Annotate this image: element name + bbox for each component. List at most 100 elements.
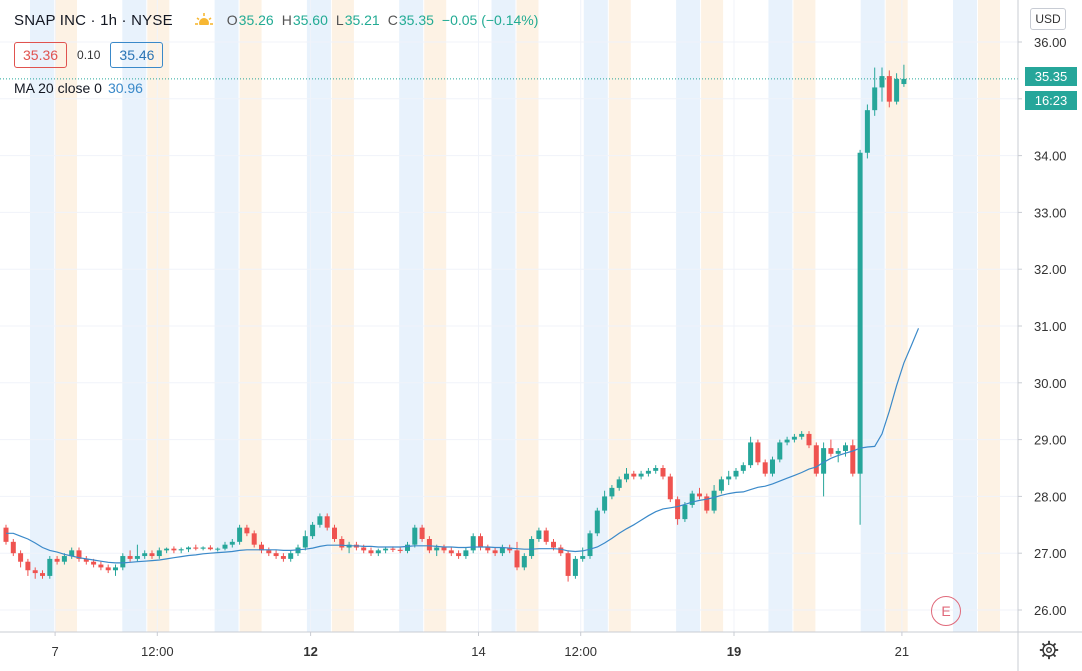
change-value: −0.05 (−0.14%) — [441, 12, 539, 28]
candle — [83, 556, 89, 565]
candle — [704, 493, 710, 514]
candle-body — [69, 550, 75, 557]
candle-body — [828, 448, 834, 454]
postmarket-band — [793, 0, 816, 632]
candle — [18, 550, 24, 568]
candle-body — [18, 553, 24, 562]
candle — [76, 547, 82, 562]
candle-body — [10, 541, 16, 554]
candle — [843, 442, 848, 457]
candle — [492, 547, 498, 557]
postmarket-band — [516, 0, 539, 632]
candle — [624, 468, 629, 483]
candle — [653, 465, 659, 474]
y-tick-label: 34.00 — [1034, 149, 1067, 164]
candle — [237, 524, 243, 545]
candle-body — [645, 470, 651, 474]
candle — [543, 527, 549, 545]
open-value: 35.26 — [238, 12, 274, 28]
chart-header: SNAP INC · 1h · NYSE O35.26 H35.60 L35.2… — [14, 8, 538, 32]
candle-body — [397, 549, 403, 551]
candle-body — [543, 530, 549, 542]
y-tick-label: 32.00 — [1034, 262, 1067, 277]
candle-body — [594, 510, 600, 534]
candle — [470, 533, 476, 554]
gear-icon[interactable] — [1038, 639, 1060, 661]
earnings-marker[interactable]: E — [931, 596, 961, 626]
candle — [25, 558, 31, 576]
candle-body — [113, 567, 118, 571]
candle — [799, 431, 805, 440]
candle — [660, 465, 666, 480]
candle-body — [835, 450, 841, 454]
candle — [682, 502, 688, 522]
candle-body — [441, 547, 447, 551]
candle — [266, 547, 272, 557]
candle-body — [864, 110, 870, 153]
candle-body — [229, 541, 235, 545]
candle — [697, 487, 702, 500]
candle-body — [273, 553, 279, 557]
sell-price-button[interactable]: 35.36 — [14, 42, 68, 68]
candle-body — [602, 496, 608, 511]
symbol-title[interactable]: SNAP INC · 1h · NYSE — [14, 11, 173, 29]
candle — [222, 541, 228, 551]
candle — [733, 468, 739, 480]
candle-body — [755, 442, 761, 463]
postmarket-band — [424, 0, 447, 632]
candle-body — [711, 490, 717, 511]
candle-body — [47, 558, 53, 576]
ohlc-readout: O35.26 H35.60 L35.21 C35.35 −0.05 (−0.14… — [226, 12, 539, 28]
currency-button[interactable]: USD — [1030, 8, 1066, 30]
candle-body — [806, 433, 812, 446]
ma-series — [6, 328, 920, 564]
candle-body — [470, 536, 476, 551]
candle — [645, 468, 651, 477]
candle-body — [310, 524, 316, 537]
candle-body — [529, 539, 535, 557]
candle-body — [91, 561, 97, 565]
candle — [813, 442, 819, 477]
candle — [244, 524, 250, 537]
candle — [113, 564, 118, 576]
candle — [864, 104, 870, 159]
candle — [47, 556, 53, 579]
premarket-band — [491, 0, 516, 632]
candle-body — [777, 442, 783, 460]
candle-body — [551, 541, 556, 548]
ma-value: 30.96 — [107, 80, 143, 96]
candle — [339, 536, 345, 551]
candle — [3, 524, 9, 545]
candle — [572, 556, 578, 579]
candle — [383, 547, 389, 554]
candle — [499, 544, 505, 557]
candle-body — [251, 533, 257, 545]
postmarket-band — [978, 0, 1000, 632]
candle-body — [164, 548, 170, 551]
postmarket-band — [608, 0, 631, 632]
candle — [529, 536, 535, 559]
candle-body — [332, 527, 337, 539]
candle — [127, 550, 133, 562]
candle-body — [733, 470, 739, 477]
candle — [40, 570, 45, 579]
candle-body — [492, 550, 498, 554]
candle — [456, 550, 462, 559]
last-price-tag: 35.35 — [1025, 67, 1077, 86]
candle — [207, 545, 213, 551]
premarket-band — [122, 0, 147, 632]
candle — [901, 64, 907, 87]
ma-legend[interactable]: MA 20 close 0 30.96 — [14, 80, 143, 96]
candle-body — [580, 556, 586, 559]
candle-body — [704, 496, 710, 511]
candle — [667, 473, 673, 503]
candle-body — [383, 548, 389, 551]
candle-body — [675, 499, 681, 520]
candle — [397, 547, 403, 554]
candle-body — [616, 479, 622, 488]
buy-price-button[interactable]: 35.46 — [110, 42, 164, 68]
candle-body — [266, 550, 272, 554]
candle — [193, 544, 199, 551]
